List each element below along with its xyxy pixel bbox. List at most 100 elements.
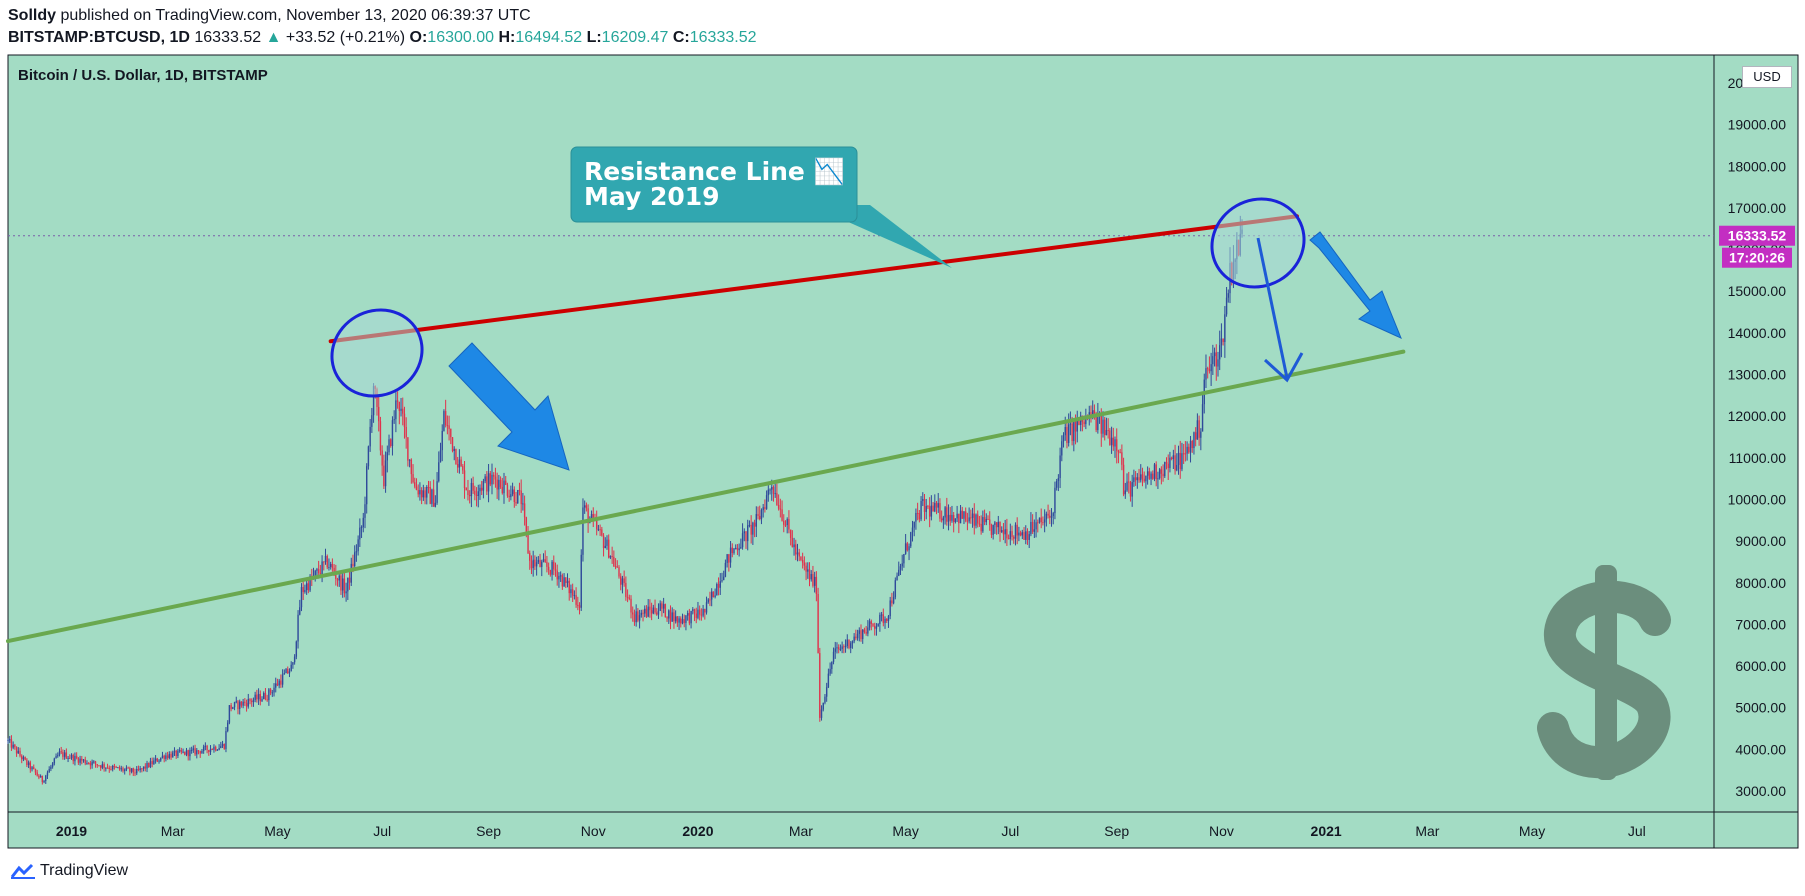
candle-body: [180, 750, 183, 753]
candle-body: [314, 570, 316, 576]
projection-arrow[interactable]: [1256, 237, 1304, 383]
time-tick-1: Mar: [161, 823, 185, 839]
candle-body: [1189, 440, 1192, 453]
candle-body: [136, 769, 138, 774]
candle-body: [753, 522, 756, 527]
candle-body: [597, 529, 600, 531]
candle-body: [290, 664, 292, 672]
candle-body: [1031, 521, 1034, 532]
author-name[interactable]: Solldy: [8, 7, 57, 24]
candle-body: [899, 566, 902, 570]
candle-body: [233, 702, 236, 708]
candle-body: [590, 514, 593, 519]
candle-body: [99, 765, 102, 768]
candle-body: [1198, 420, 1200, 438]
candle-body: [1143, 478, 1145, 482]
candle-body: [321, 561, 323, 575]
candle-body: [391, 420, 394, 446]
published-text: published on TradingView.com, November 1…: [60, 7, 531, 24]
candle-body: [958, 513, 960, 524]
price-tick-10: 13000.00: [1728, 367, 1787, 383]
candle-body: [762, 507, 764, 511]
candle-body: [1102, 419, 1104, 434]
candle-body: [451, 437, 454, 452]
candle-body: [868, 621, 871, 628]
candle-body: [791, 538, 794, 548]
chart-title: Bitcoin / U.S. Dollar, 1D, BITSTAMP: [18, 67, 268, 84]
candle-body: [599, 529, 601, 531]
candle-body: [141, 768, 143, 770]
price-axis[interactable]: [1713, 54, 1799, 813]
candle-body: [242, 701, 244, 706]
candle-body: [439, 450, 442, 463]
candle-body: [657, 610, 660, 615]
candle-body: [257, 693, 260, 700]
candle-body: [752, 522, 754, 535]
candle-body: [202, 746, 205, 751]
candle-body: [108, 767, 110, 769]
down-arrow-1[interactable]: [448, 342, 570, 471]
candle-body: [1013, 536, 1015, 539]
candle-body: [541, 561, 543, 567]
candle-body: [408, 459, 411, 461]
candle-body: [850, 643, 852, 648]
candle-body: [285, 669, 287, 674]
support-trendline[interactable]: [6, 349, 1406, 644]
resistance-callout[interactable]: Resistance Line 📉 May 2019: [570, 146, 952, 268]
candle-body: [297, 614, 299, 642]
candle-body: [201, 750, 203, 754]
candle-body: [537, 559, 540, 563]
candle-body: [403, 413, 406, 428]
candle-body: [886, 618, 888, 622]
candle-body: [1138, 477, 1140, 481]
price-tag: 16333.52: [1719, 225, 1795, 246]
candle-body: [472, 482, 474, 491]
candle-body: [407, 437, 409, 461]
candle-body: [1212, 356, 1214, 365]
candle-body: [1114, 439, 1116, 447]
candle-body: [1116, 439, 1118, 451]
candle-body: [1131, 481, 1133, 497]
candle-body: [566, 580, 569, 584]
candle-body: [638, 615, 641, 621]
candle-body: [1059, 455, 1061, 479]
candle-body: [697, 609, 699, 618]
candle-body: [517, 490, 519, 504]
candle-body: [1129, 482, 1132, 497]
candle-body: [184, 751, 186, 755]
time-tick-0: 2019: [56, 823, 87, 839]
candle-body: [142, 766, 145, 769]
candle-body: [671, 612, 673, 622]
candle-body: [172, 752, 174, 758]
symbol-label: BITSTAMP:BTCUSD, 1D: [8, 29, 190, 46]
candle-body: [877, 623, 879, 627]
timer-tag-value: 17:20:26: [1729, 250, 1785, 266]
candle-body: [9, 739, 11, 741]
candle-body: [970, 517, 972, 519]
plot-area[interactable]: [7, 54, 1715, 813]
currency-label[interactable]: USD: [1742, 66, 1792, 88]
candle-body: [815, 576, 818, 594]
candle-body: [261, 698, 263, 702]
candle-body: [1188, 446, 1190, 453]
candlestick-series[interactable]: [7, 215, 1243, 785]
candle-body: [733, 548, 735, 553]
candle-body: [779, 508, 782, 510]
candle-body: [276, 683, 279, 686]
candle-body: [189, 750, 191, 757]
resistance-trendline[interactable]: [328, 214, 1299, 344]
down-arrow-2[interactable]: [1309, 231, 1402, 339]
time-tick-9: Jul: [1001, 823, 1019, 839]
candle-body: [340, 575, 342, 591]
candle-body: [79, 758, 81, 763]
top-circle-2019[interactable]: [316, 294, 438, 413]
candle-body: [360, 527, 363, 529]
candle-body: [743, 531, 745, 534]
footer-brand[interactable]: TradingView: [10, 862, 128, 880]
candle-body: [592, 514, 594, 519]
candle-body: [115, 766, 117, 768]
candle-body: [632, 612, 634, 615]
candle-body: [280, 680, 282, 685]
time-axis[interactable]: [7, 811, 1715, 849]
